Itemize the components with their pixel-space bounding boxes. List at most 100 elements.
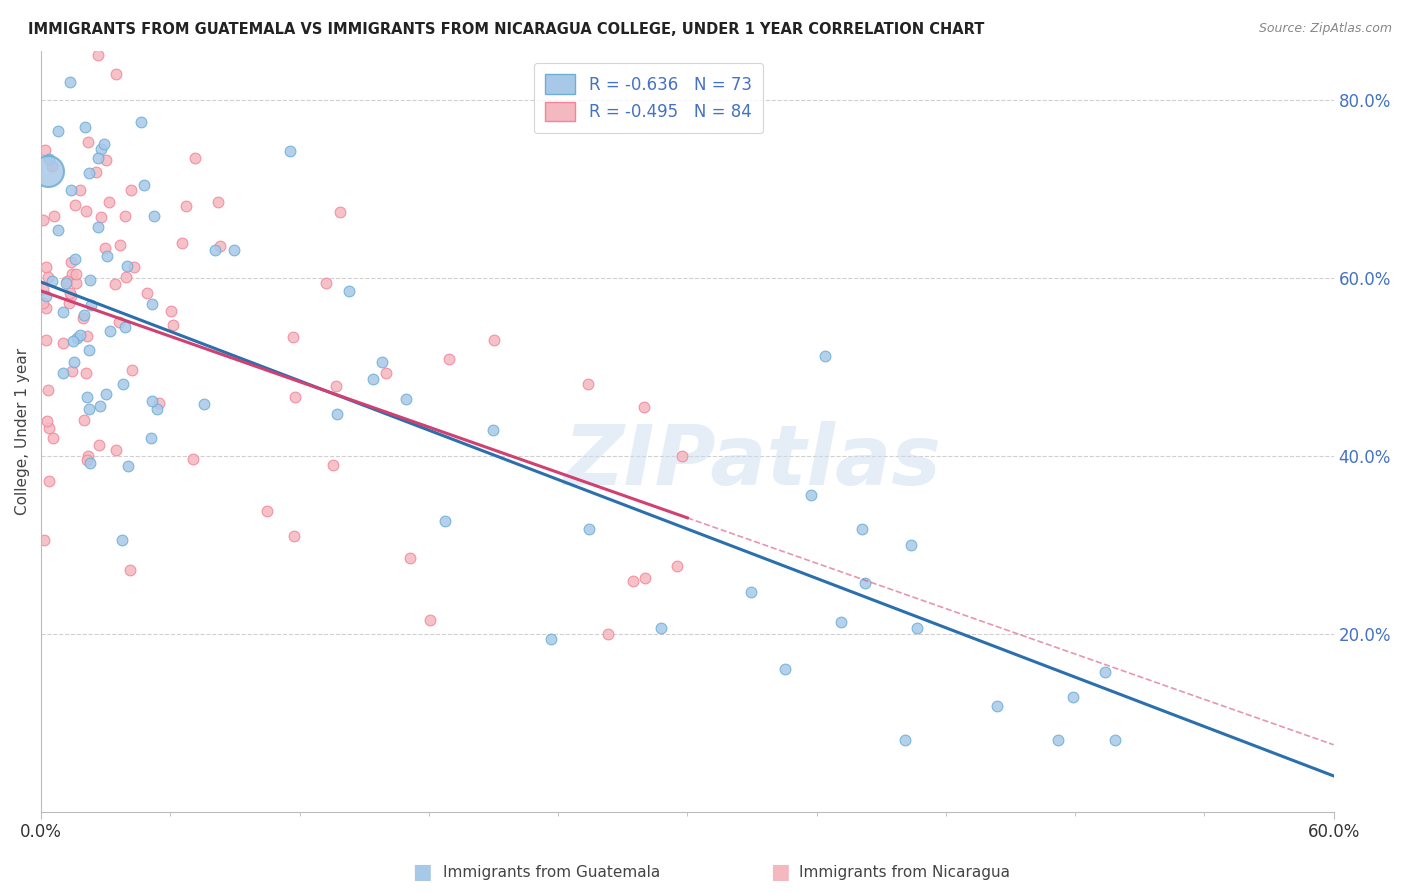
- Point: [41, 159, 63, 173]
- Point: [37, 163, 59, 178]
- Point: [204, 243, 226, 257]
- Point: [142, 209, 165, 223]
- Point: [59, 75, 82, 89]
- Point: [73, 120, 96, 134]
- Point: [76, 390, 98, 404]
- Point: [65, 268, 87, 282]
- Point: [32, 533, 55, 547]
- Point: [104, 277, 127, 292]
- Point: [32, 296, 55, 310]
- Point: [118, 563, 141, 577]
- Point: [433, 514, 456, 528]
- Point: [37, 269, 59, 284]
- Point: [986, 698, 1008, 713]
- Point: [108, 237, 131, 252]
- Point: [98, 324, 121, 338]
- Point: [900, 538, 922, 552]
- Point: [46, 123, 69, 137]
- Point: [773, 662, 796, 676]
- Point: [62, 334, 84, 348]
- Point: [281, 329, 304, 343]
- Point: [222, 244, 245, 258]
- Point: [59, 255, 82, 269]
- Point: [184, 151, 207, 165]
- Point: [63, 355, 86, 369]
- Point: [193, 397, 215, 411]
- Point: [87, 48, 110, 62]
- Point: [77, 135, 100, 149]
- Point: [38, 421, 60, 435]
- Point: [122, 260, 145, 274]
- Point: [208, 239, 231, 253]
- Point: [69, 183, 91, 197]
- Point: [114, 319, 136, 334]
- Point: [172, 235, 194, 250]
- Point: [60, 364, 83, 378]
- Point: [159, 304, 181, 318]
- Point: [60, 267, 83, 281]
- Text: Immigrants from Nicaragua: Immigrants from Nicaragua: [799, 865, 1010, 880]
- Point: [63, 198, 86, 212]
- Point: [94, 242, 117, 256]
- Point: [111, 533, 134, 548]
- Point: [69, 328, 91, 343]
- Point: [90, 143, 112, 157]
- Point: [370, 355, 392, 369]
- Point: [77, 402, 100, 417]
- Point: [52, 366, 75, 380]
- Point: [419, 613, 441, 627]
- Point: [98, 194, 121, 209]
- Point: [65, 277, 87, 291]
- Text: Source: ZipAtlas.com: Source: ZipAtlas.com: [1258, 22, 1392, 36]
- Point: [77, 343, 100, 357]
- Point: [283, 528, 305, 542]
- Point: [84, 165, 107, 179]
- Point: [666, 558, 689, 573]
- Point: [72, 310, 94, 325]
- Point: [1094, 665, 1116, 679]
- Point: [481, 424, 503, 438]
- Point: [395, 392, 418, 406]
- Point: [671, 449, 693, 463]
- Point: [32, 282, 55, 296]
- Point: [578, 522, 600, 536]
- Point: [162, 318, 184, 333]
- Point: [75, 204, 97, 219]
- Legend: R = -0.636   N = 73, R = -0.495   N = 84: R = -0.636 N = 73, R = -0.495 N = 84: [534, 62, 763, 133]
- Point: [105, 442, 128, 457]
- Point: [115, 260, 138, 274]
- Point: [278, 144, 301, 158]
- Point: [596, 626, 619, 640]
- Point: [905, 621, 928, 635]
- Point: [89, 399, 111, 413]
- Point: [59, 288, 82, 302]
- Point: [94, 153, 117, 168]
- Point: [1104, 733, 1126, 747]
- Point: [48, 223, 70, 237]
- Text: Immigrants from Guatemala: Immigrants from Guatemala: [443, 865, 661, 880]
- Point: [55, 274, 77, 288]
- Point: [634, 571, 657, 585]
- Text: ■: ■: [412, 863, 432, 882]
- Point: [87, 152, 110, 166]
- Point: [174, 199, 197, 213]
- Point: [80, 298, 103, 312]
- Point: [38, 152, 60, 166]
- Point: [740, 585, 762, 599]
- Point: [540, 632, 562, 647]
- Point: [66, 331, 89, 345]
- Point: [76, 453, 98, 467]
- Point: [1062, 690, 1084, 705]
- Point: [35, 289, 58, 303]
- Point: [34, 143, 56, 157]
- Point: [329, 204, 352, 219]
- Point: [58, 296, 80, 310]
- Point: [35, 260, 58, 275]
- Point: [132, 178, 155, 192]
- Point: [120, 183, 142, 197]
- Point: [439, 351, 461, 366]
- Point: [894, 733, 917, 747]
- Point: [34, 301, 56, 315]
- Point: [633, 401, 655, 415]
- Point: [576, 376, 599, 391]
